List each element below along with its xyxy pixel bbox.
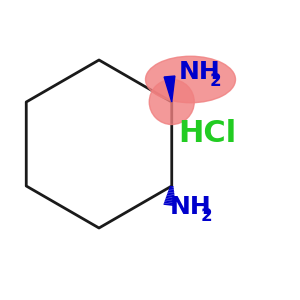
Polygon shape [164,76,175,102]
Ellipse shape [146,56,236,103]
Text: NH: NH [169,195,211,219]
Text: HCl: HCl [178,119,237,148]
Text: 2: 2 [201,207,213,225]
Text: NH: NH [178,60,220,84]
Circle shape [149,80,194,124]
Text: 2: 2 [210,72,222,90]
